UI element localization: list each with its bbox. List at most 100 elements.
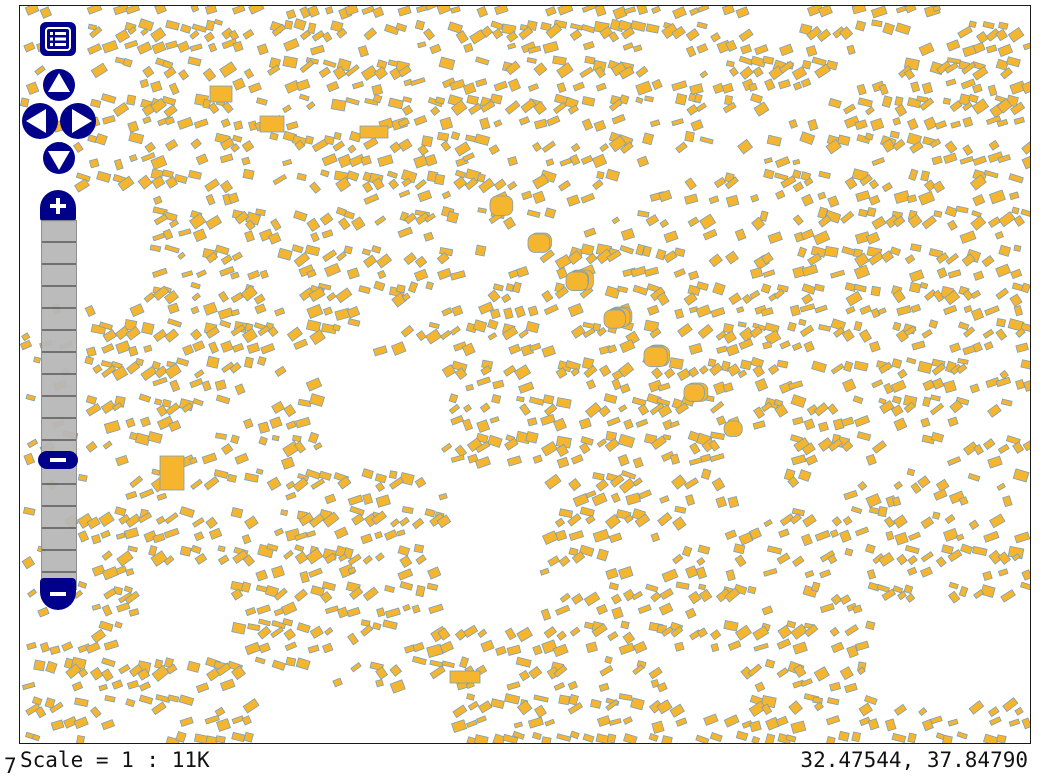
- building: [648, 733, 659, 742]
- building: [304, 244, 321, 257]
- building: [553, 682, 566, 691]
- building: [77, 580, 88, 589]
- pan-up-icon[interactable]: [43, 69, 75, 101]
- building: [761, 703, 773, 716]
- building: [217, 307, 234, 320]
- building: [147, 430, 163, 444]
- building: [788, 119, 798, 129]
- building: [519, 403, 531, 416]
- building: [449, 670, 481, 684]
- pan-down-icon[interactable]: [43, 142, 75, 174]
- building: [373, 280, 386, 292]
- building: [476, 6, 489, 18]
- building: [423, 28, 436, 41]
- building: [415, 330, 427, 342]
- building: [508, 343, 522, 355]
- building: [324, 6, 334, 15]
- building: [907, 732, 917, 743]
- building: [450, 454, 465, 463]
- building: [968, 700, 985, 715]
- building: [721, 6, 735, 16]
- building: [163, 104, 178, 118]
- building: [165, 19, 180, 31]
- building: [855, 190, 871, 203]
- building: [450, 131, 461, 141]
- building: [162, 228, 174, 241]
- building: [163, 527, 180, 539]
- building: [231, 621, 247, 635]
- building: [866, 206, 877, 217]
- building: [232, 77, 246, 91]
- building: [806, 404, 819, 416]
- building: [606, 733, 617, 743]
- building: [308, 286, 326, 303]
- building: [697, 6, 710, 13]
- building: [241, 139, 255, 153]
- building: [156, 404, 169, 417]
- building: [728, 66, 739, 77]
- building: [856, 83, 867, 96]
- building: [632, 284, 649, 296]
- map-viewport[interactable]: [19, 5, 1031, 744]
- building: [725, 569, 736, 582]
- zoom-bar[interactable]: [41, 220, 77, 590]
- coordinate-readout: 32.47544, 37.84790: [800, 748, 1028, 772]
- building: [232, 549, 249, 565]
- zoom-slider-handle[interactable]: [38, 451, 78, 469]
- building: [830, 593, 843, 606]
- layer-switcher-button[interactable]: [40, 22, 76, 56]
- building: [344, 6, 359, 16]
- building: [115, 340, 131, 355]
- building: [553, 664, 568, 678]
- building: [775, 189, 786, 200]
- building: [400, 324, 415, 338]
- building: [568, 530, 585, 541]
- building: [604, 655, 613, 664]
- building: [190, 6, 200, 13]
- building: [257, 421, 271, 434]
- building: [686, 103, 699, 116]
- building: [397, 65, 412, 78]
- building: [599, 364, 612, 377]
- building: [792, 158, 801, 166]
- building: [399, 581, 414, 591]
- building: [871, 19, 883, 28]
- building: [870, 307, 881, 319]
- building: [581, 95, 596, 107]
- building: [349, 586, 364, 601]
- building: [842, 515, 853, 526]
- building: [194, 552, 208, 565]
- building: [450, 99, 468, 116]
- building: [727, 495, 740, 509]
- building: [206, 355, 220, 369]
- building: [169, 379, 181, 393]
- building: [346, 305, 361, 319]
- building: [932, 180, 946, 194]
- building: [192, 517, 205, 528]
- building: [440, 140, 452, 152]
- building: [923, 179, 937, 192]
- building: [151, 468, 161, 476]
- building: [247, 623, 261, 632]
- building: [373, 66, 389, 81]
- building: [545, 6, 557, 17]
- building: [724, 529, 738, 541]
- building: [283, 19, 294, 30]
- building: [557, 6, 574, 16]
- zoom-in-button[interactable]: [40, 190, 76, 222]
- building: [100, 529, 111, 539]
- building: [595, 478, 609, 492]
- building: [737, 369, 748, 379]
- building: [1010, 101, 1026, 116]
- building: [254, 656, 266, 665]
- building: [709, 400, 725, 414]
- building: [760, 251, 774, 265]
- pan-left-icon[interactable]: [22, 103, 58, 139]
- building: [637, 604, 652, 615]
- pan-right-icon[interactable]: [60, 103, 96, 139]
- building: [749, 720, 762, 733]
- zoom-out-button[interactable]: [40, 578, 76, 610]
- building: [943, 152, 958, 165]
- building: [390, 518, 400, 528]
- building: [684, 477, 699, 490]
